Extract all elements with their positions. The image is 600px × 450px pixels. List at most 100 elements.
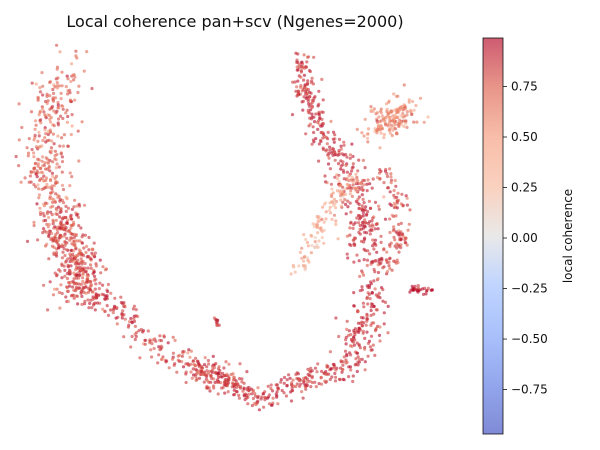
scatter-point — [58, 226, 62, 230]
scatter-point — [349, 353, 353, 357]
scatter-point — [210, 370, 215, 375]
scatter-point — [354, 189, 358, 193]
scatter-point — [347, 174, 351, 178]
scatter-point — [351, 226, 355, 230]
scatter-point — [405, 110, 409, 114]
scatter-point — [392, 201, 396, 205]
scatter-point — [47, 166, 51, 170]
scatter-point — [399, 243, 403, 247]
scatter-point — [83, 299, 87, 303]
scatter-point — [60, 183, 65, 187]
scatter-point — [306, 110, 310, 114]
scatter-point — [120, 316, 124, 320]
scatter-point — [356, 321, 360, 325]
scatter-point — [36, 183, 40, 187]
scatter-point — [208, 389, 212, 393]
scatter-point — [368, 232, 372, 236]
scatter-point — [39, 212, 43, 217]
scatter-point — [55, 287, 59, 291]
scatter-point — [341, 377, 345, 381]
scatter-point — [372, 247, 376, 251]
scatter-point — [320, 131, 324, 135]
scatter-point — [309, 251, 313, 255]
scatter-point — [43, 128, 47, 132]
scatter-point — [348, 242, 352, 246]
scatter-point — [426, 115, 430, 119]
scatter-points — [14, 43, 434, 412]
scatter-point — [216, 375, 221, 379]
scatter-point — [358, 223, 362, 228]
scatter-point — [36, 139, 40, 143]
scatter-point — [365, 314, 369, 318]
scatter-point — [60, 256, 64, 260]
scatter-point — [76, 90, 80, 95]
scatter-point — [409, 108, 413, 112]
scatter-point — [306, 79, 310, 83]
scatter-point — [106, 313, 111, 317]
scatter-point — [372, 267, 376, 272]
scatter-point — [389, 203, 393, 207]
scatter-point — [157, 353, 161, 357]
scatter-point — [58, 197, 62, 201]
scatter-point — [66, 77, 70, 81]
scatter-point — [362, 201, 366, 205]
scatter-point — [368, 297, 372, 301]
scatter-point — [133, 324, 137, 328]
scatter-point — [247, 392, 251, 396]
scatter-point — [318, 117, 322, 121]
scatter-point — [170, 357, 175, 361]
scatter-point — [320, 369, 324, 373]
scatter-point — [337, 334, 341, 339]
scatter-point — [338, 189, 342, 193]
scatter-point — [150, 342, 154, 346]
scatter-point — [402, 119, 406, 123]
scatter-point — [57, 106, 61, 110]
scatter-point — [396, 191, 400, 195]
scatter-point — [250, 403, 254, 408]
scatter-point — [50, 106, 54, 110]
scatter-point — [325, 379, 329, 384]
scatter-point — [83, 261, 87, 266]
scatter-point — [60, 243, 64, 247]
scatter-point — [70, 217, 74, 221]
scatter-point — [51, 174, 55, 178]
scatter-point — [376, 124, 381, 128]
scatter-point — [219, 375, 223, 379]
scatter-point — [343, 349, 348, 353]
scatter-point — [295, 85, 299, 89]
scatter-point — [250, 392, 254, 396]
scatter-point — [75, 213, 79, 217]
scatter-point — [321, 110, 325, 114]
scatter-point — [326, 153, 330, 157]
scatter-point — [310, 380, 314, 385]
scatter-point — [360, 220, 364, 225]
scatter-point — [59, 152, 63, 156]
scatter-point — [37, 187, 41, 191]
scatter-point — [315, 243, 319, 247]
scatter-point — [56, 76, 60, 80]
scatter-point — [351, 165, 355, 169]
scatter-point — [188, 355, 192, 359]
scatter-point — [267, 393, 271, 397]
scatter-point — [56, 205, 61, 209]
scatter-point — [345, 182, 349, 186]
scatter-point — [59, 97, 63, 101]
scatter-point — [48, 80, 52, 84]
scatter-point — [382, 181, 386, 185]
scatter-point — [70, 259, 74, 263]
scatter-point — [100, 292, 104, 296]
scatter-point — [334, 316, 338, 320]
scatter-point — [388, 217, 392, 221]
scatter-point — [383, 217, 388, 221]
scatter-point — [315, 370, 319, 374]
scatter-point — [212, 384, 216, 388]
scatter-point — [26, 151, 31, 155]
scatter-point — [376, 227, 380, 231]
scatter-point — [76, 129, 80, 133]
scatter-point — [216, 323, 220, 327]
scatter-point — [58, 144, 62, 148]
scatter-point — [360, 204, 364, 208]
scatter-point — [130, 334, 134, 339]
scatter-point — [362, 305, 366, 309]
scatter-point — [109, 308, 113, 312]
